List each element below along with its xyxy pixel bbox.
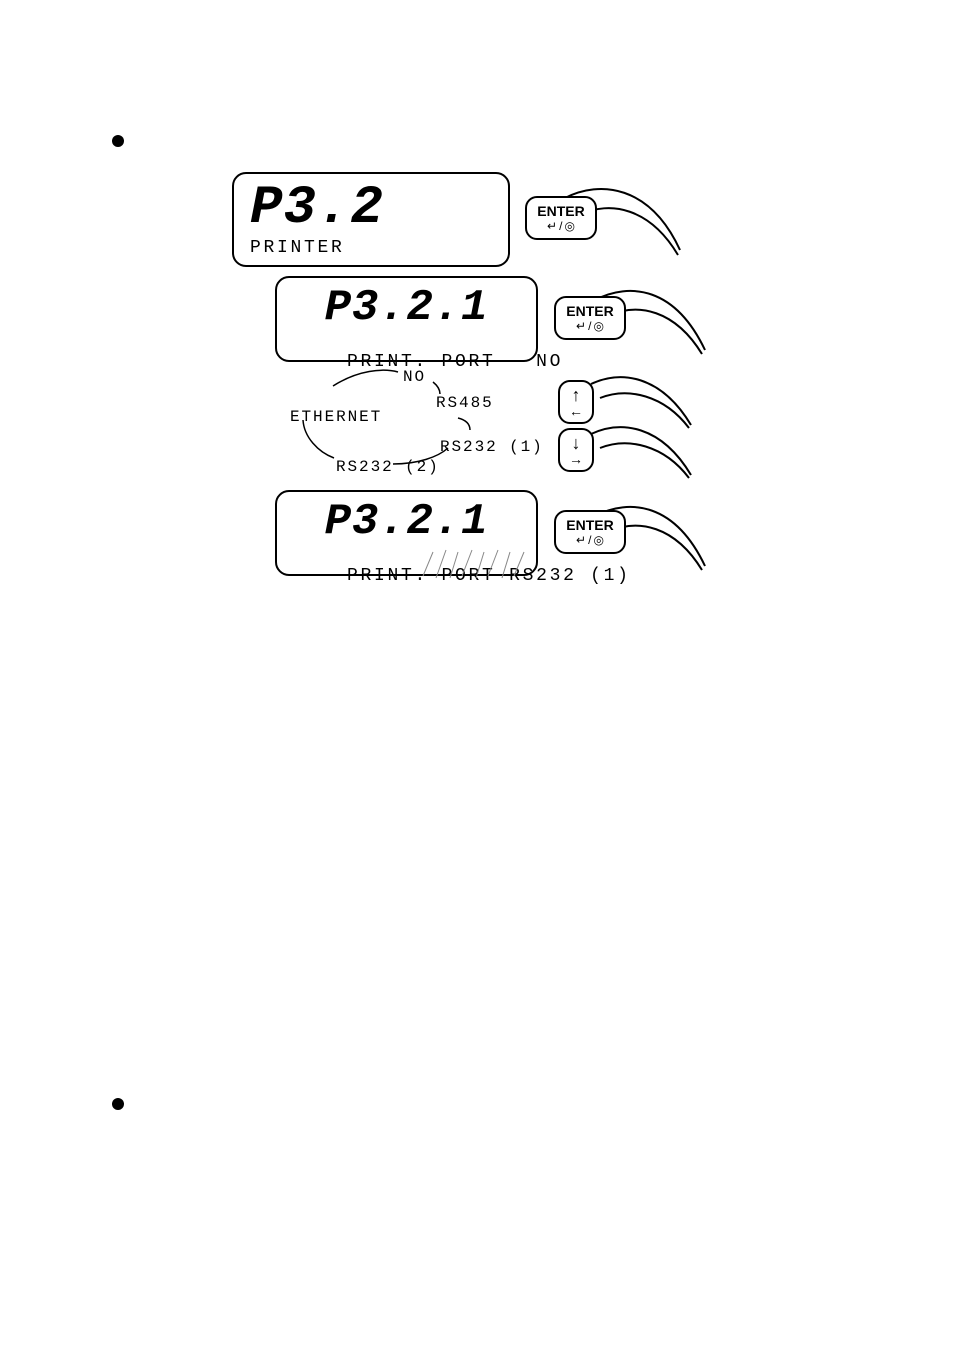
lcd-sub-1: PRINTER [250, 238, 492, 258]
down-key[interactable]: ↓ → [558, 428, 594, 472]
left-arrow-icon: ← [569, 404, 583, 418]
enter-key-2[interactable]: ENTER ↵ / ◎ [554, 296, 626, 340]
enter-slash: / [559, 220, 562, 232]
option-ethernet: ETHERNET [290, 408, 382, 426]
enter-key-label: ENTER [566, 304, 613, 318]
bullet [112, 135, 124, 147]
enter-slash: / [588, 320, 591, 332]
bullet [112, 1098, 124, 1110]
option-rs485: RS485 [436, 394, 494, 412]
options-ring: NO RS485 ETHERNET RS232 (1) RS232 (2) [288, 372, 538, 482]
enter-key-1[interactable]: ENTER ↵ / ◎ [525, 196, 597, 240]
enter-circle-icon: ◎ [593, 320, 603, 332]
selection-highlight [418, 548, 538, 580]
enter-slash: / [588, 534, 591, 546]
enter-key-3[interactable]: ENTER ↵ / ◎ [554, 510, 626, 554]
lcd-main-1: P3.2 [250, 182, 492, 236]
enter-key-sub: ↵ / ◎ [576, 320, 604, 332]
enter-key-label: ENTER [537, 204, 584, 218]
enter-circle-icon: ◎ [564, 220, 574, 232]
enter-key-sub: ↵ / ◎ [547, 220, 575, 232]
right-arrow-icon: → [569, 452, 583, 466]
enter-arrow-icon: ↵ [576, 320, 586, 332]
enter-key-sub: ↵ / ◎ [576, 534, 604, 546]
enter-circle-icon: ◎ [593, 534, 603, 546]
option-rs232-1: RS232 (1) [440, 438, 544, 456]
option-rs232-2: RS232 (2) [336, 458, 440, 476]
up-arrow-icon: ↑ [572, 386, 581, 404]
finger-swoosh-down [586, 420, 696, 480]
up-key[interactable]: ↑ ← [558, 380, 594, 424]
lcd-main-2: P3.2.1 [293, 286, 520, 330]
lcd-main-3: P3.2.1 [293, 500, 520, 544]
lcd-screen-2: P3.2.1 PRINT. PORT NO [275, 276, 538, 362]
enter-arrow-icon: ↵ [576, 534, 586, 546]
enter-arrow-icon: ↵ [547, 220, 557, 232]
lcd-screen-1: P3.2 PRINTER [232, 172, 510, 267]
down-arrow-icon: ↓ [572, 434, 581, 452]
option-no: NO [403, 368, 426, 386]
enter-key-label: ENTER [566, 518, 613, 532]
